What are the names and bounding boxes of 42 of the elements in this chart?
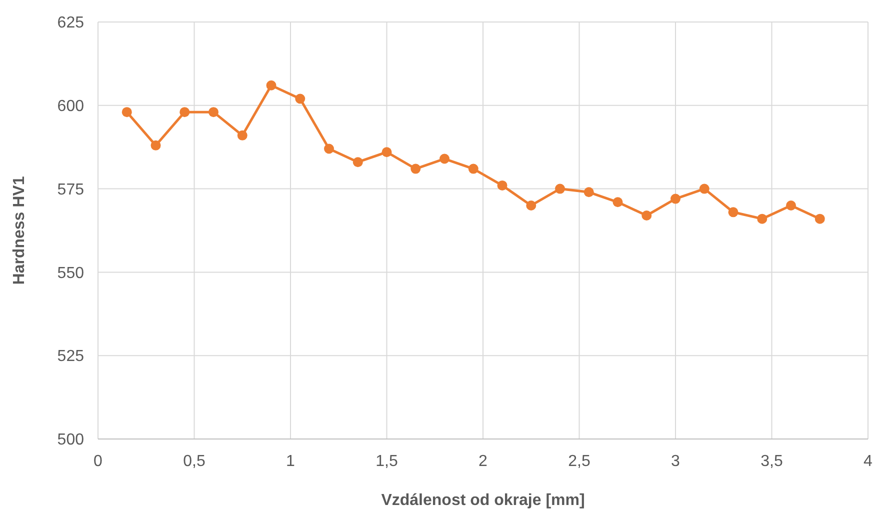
y-tick-label: 500: [57, 432, 84, 449]
point: [266, 80, 276, 90]
x-axis-title: Vzdálenost od okraje [mm]: [381, 492, 585, 509]
point: [180, 107, 190, 118]
point: [382, 147, 392, 158]
point: [122, 107, 132, 118]
point: [757, 214, 768, 224]
x-tick-label: 0: [94, 453, 103, 470]
point: [440, 154, 450, 164]
point: [642, 210, 652, 220]
point: [208, 107, 218, 118]
point: [584, 187, 594, 198]
point: [295, 94, 306, 104]
point: [237, 130, 248, 140]
point: [814, 214, 825, 224]
x-tick-label: 3,5: [760, 453, 783, 470]
y-tick-label: 550: [57, 264, 84, 282]
point: [324, 144, 334, 154]
point: [612, 197, 623, 208]
x-tick-label: 1,5: [376, 453, 398, 470]
point: [150, 140, 161, 150]
y-tick-label: 625: [57, 14, 84, 32]
x-tick-label: 0,5: [183, 453, 206, 470]
point: [728, 207, 738, 218]
x-tick-label: 1: [286, 453, 296, 470]
y-tick-label: 575: [57, 181, 84, 198]
point: [786, 200, 796, 210]
y-tick-label: 600: [57, 98, 84, 115]
x-tick-label: 3: [671, 453, 680, 470]
point: [526, 200, 536, 210]
point: [670, 194, 680, 204]
point: [497, 180, 508, 190]
x-tick-label: 2,5: [568, 453, 590, 470]
point: [555, 184, 565, 194]
point: [468, 164, 478, 174]
x-tick-label: 4: [864, 453, 873, 470]
point: [410, 164, 421, 174]
point: [699, 184, 710, 194]
y-axis-title: Hardness HV1: [11, 176, 28, 285]
y-tick-label: 525: [57, 348, 84, 366]
point: [352, 157, 363, 168]
x-tick-label: 2: [478, 453, 488, 470]
